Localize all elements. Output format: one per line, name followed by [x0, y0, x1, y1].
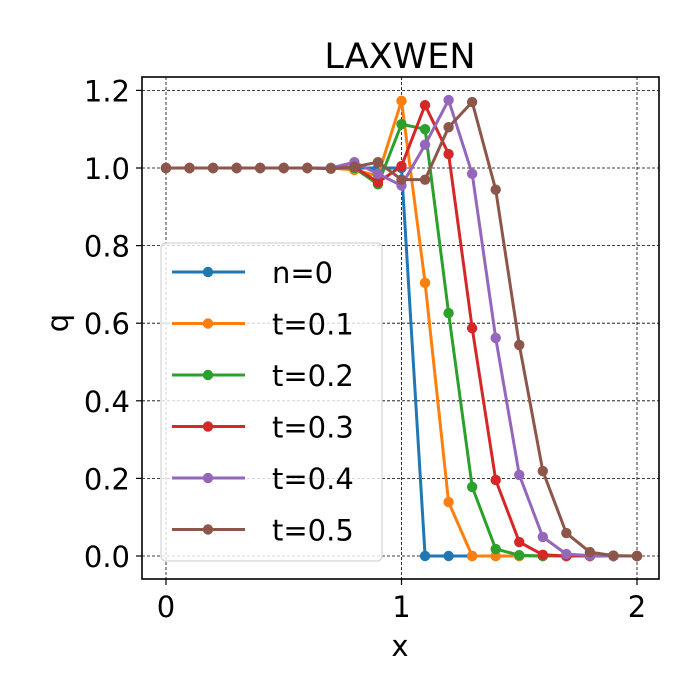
- y-axis-ticks: 0.0 0.2 0.4 0.6 0.8 1.0 1.2: [84, 74, 142, 574]
- legend-item: t=0.4: [172, 462, 354, 496]
- data-point: [443, 94, 454, 106]
- legend-label: t=0.2: [272, 359, 354, 393]
- data-point: [561, 548, 572, 560]
- data-point: [466, 96, 478, 108]
- x-axis-label: x: [391, 629, 408, 663]
- y-tick-label: 0.2: [84, 462, 130, 496]
- legend-item: t=0.1: [172, 308, 354, 342]
- data-point: [466, 168, 478, 180]
- y-tick-label: 0.8: [84, 230, 130, 264]
- data-point: [396, 118, 407, 130]
- data-point: [514, 469, 525, 481]
- series-layer: [160, 94, 643, 562]
- y-tick-label: 1.0: [84, 152, 130, 186]
- y-tick-label: 1.2: [84, 74, 130, 108]
- legend-marker: [202, 266, 214, 278]
- data-point: [325, 163, 337, 174]
- legend-marker: [202, 369, 214, 381]
- legend-label: n=0: [272, 256, 333, 290]
- data-point: [537, 531, 548, 543]
- data-point: [255, 162, 266, 174]
- legend-item: t=0.5: [172, 514, 354, 548]
- data-point: [278, 162, 289, 174]
- data-point: [443, 496, 454, 508]
- legend-marker: [202, 318, 214, 329]
- data-point: [490, 474, 501, 486]
- data-point: [184, 162, 195, 174]
- x-tick-label: 0: [157, 590, 175, 624]
- data-point: [537, 549, 548, 561]
- chart-title: LAXWEN: [324, 37, 475, 77]
- data-point: [466, 481, 478, 493]
- y-tick-label: 0.0: [84, 540, 130, 574]
- data-point: [396, 95, 407, 107]
- data-point: [466, 323, 478, 334]
- data-point: [396, 174, 407, 185]
- data-point: [608, 550, 619, 561]
- legend-label: t=0.5: [272, 514, 354, 548]
- data-point: [490, 543, 501, 555]
- data-point: [231, 162, 242, 174]
- data-point: [514, 536, 525, 548]
- data-point: [207, 162, 219, 174]
- data-point: [490, 332, 501, 344]
- x-axis-ticks: 0 1 2: [157, 579, 646, 624]
- y-tick-label: 0.4: [84, 385, 130, 419]
- x-tick-label: 2: [628, 590, 646, 624]
- legend-marker: [202, 472, 214, 484]
- legend-item: n=0: [172, 256, 333, 290]
- data-point: [466, 550, 478, 562]
- legend: n=0 t=0.1 t=0.2 t=0.3 t=0.4 t=0.5: [160, 242, 383, 562]
- data-point: [419, 277, 431, 289]
- data-point: [396, 160, 407, 172]
- legend-marker: [202, 421, 214, 432]
- x-tick-label: 1: [392, 590, 410, 624]
- data-point: [349, 161, 360, 173]
- data-point: [419, 139, 431, 150]
- data-point: [443, 122, 454, 133]
- data-point: [372, 168, 384, 180]
- data-point: [443, 148, 454, 160]
- data-point: [302, 162, 313, 174]
- data-point: [537, 465, 548, 477]
- data-point: [631, 550, 643, 562]
- data-point: [160, 162, 172, 174]
- series-t-0-5: [160, 96, 643, 562]
- axes-frame: [141, 76, 660, 580]
- data-point: [372, 177, 384, 188]
- y-tick-label: 0.6: [84, 307, 130, 341]
- legend-item: t=0.2: [172, 359, 354, 393]
- data-point: [419, 174, 431, 185]
- data-point: [514, 550, 525, 561]
- legend-label: t=0.4: [272, 462, 354, 496]
- legend-label: t=0.1: [272, 308, 354, 342]
- data-point: [419, 124, 431, 135]
- y-axis-label: q: [41, 314, 75, 332]
- data-point: [490, 184, 501, 195]
- legend-marker: [202, 524, 214, 535]
- data-point: [372, 156, 384, 168]
- legend-label: t=0.3: [272, 411, 354, 445]
- data-point: [584, 546, 596, 558]
- data-point: [561, 527, 572, 539]
- legend-item: t=0.3: [172, 411, 354, 445]
- data-point: [443, 550, 454, 562]
- data-point: [514, 339, 525, 351]
- data-point: [419, 99, 431, 111]
- data-point: [443, 307, 454, 319]
- data-point: [419, 550, 431, 562]
